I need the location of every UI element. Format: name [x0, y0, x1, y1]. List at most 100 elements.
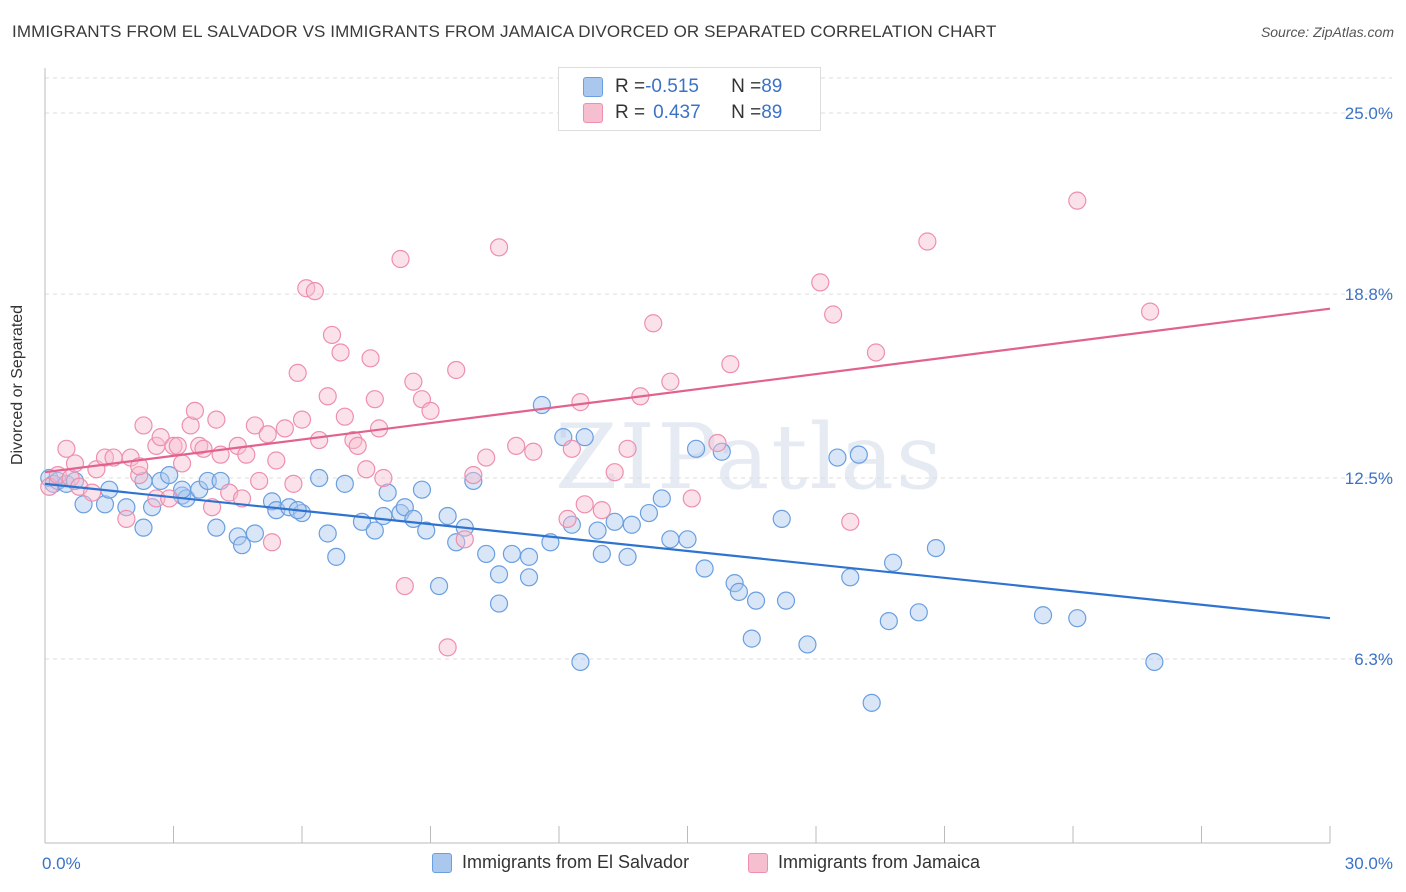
point-el-salvador: [725, 574, 744, 593]
point-el-salvador: [245, 524, 264, 543]
point-jamaica: [455, 530, 474, 549]
point-jamaica: [164, 436, 183, 456]
point-jamaica: [335, 407, 354, 426]
point-el-salvador: [588, 521, 607, 540]
point-jamaica: [322, 325, 342, 345]
el-salvador-points: [40, 395, 1164, 712]
point-el-salvador: [678, 530, 697, 549]
x-tick-label: 0.0%: [42, 854, 81, 873]
point-jamaica: [618, 439, 637, 458]
point-jamaica: [811, 273, 830, 292]
trend-lines: [44, 307, 1331, 620]
legend-swatch-blue: [432, 852, 452, 873]
point-jamaica: [318, 387, 337, 406]
point-el-salvador: [489, 565, 509, 584]
legend-item-el-salvador[interactable]: Immigrants from El Salvador: [432, 852, 689, 873]
point-jamaica: [918, 232, 937, 251]
point-jamaica: [721, 355, 740, 374]
point-el-salvador: [429, 576, 449, 596]
point-el-salvador: [742, 629, 761, 648]
watermark: ZIPatlas: [555, 405, 945, 510]
chart-title: IMMIGRANTS FROM EL SALVADOR VS IMMIGRANT…: [12, 22, 997, 41]
y-tick-label: 18.8%: [1345, 285, 1393, 304]
point-el-salvador: [592, 544, 611, 564]
point-jamaica: [447, 360, 466, 380]
point-el-salvador: [374, 506, 393, 526]
point-el-salvador: [335, 474, 354, 493]
point-el-salvador: [412, 480, 432, 499]
legend-n-value: 89: [761, 76, 783, 97]
legend-item-jamaica[interactable]: Immigrants from Jamaica: [748, 852, 980, 873]
legend-r-value: 0.437: [653, 102, 701, 123]
axes: [44, 68, 1331, 844]
point-el-salvador: [160, 465, 179, 485]
point-jamaica: [592, 501, 611, 520]
point-jamaica: [237, 445, 256, 464]
point-el-salvador: [622, 515, 641, 534]
point-jamaica: [391, 249, 410, 269]
point-el-salvador: [575, 428, 594, 447]
point-jamaica: [348, 436, 367, 456]
legend-label-el-salvador: Immigrants from El Salvador: [462, 852, 690, 872]
point-jamaica: [365, 390, 384, 409]
point-jamaica: [275, 419, 294, 438]
point-el-salvador: [198, 471, 217, 491]
point-jamaica: [824, 305, 843, 324]
point-jamaica: [258, 425, 277, 444]
point-jamaica: [571, 393, 590, 412]
legend-n-value: 89: [761, 102, 783, 123]
point-jamaica: [1068, 191, 1087, 210]
point-el-salvador: [571, 652, 590, 672]
point-el-salvador: [879, 611, 898, 631]
point-jamaica: [207, 410, 226, 429]
source-label: Source: ZipAtlas.com: [1260, 24, 1394, 40]
legend-row-el-salvador: R = -0.515 N = 89: [583, 75, 782, 99]
point-el-salvador: [909, 603, 928, 622]
point-el-salvador: [798, 635, 817, 654]
point-jamaica: [489, 238, 509, 257]
point-el-salvador: [652, 489, 671, 508]
point-jamaica: [644, 314, 663, 333]
correlation-legend: R = -0.515 N = 89 R = 0.437 N = 89: [558, 67, 821, 131]
point-jamaica: [292, 410, 312, 429]
point-el-salvador: [489, 594, 509, 613]
point-jamaica: [168, 436, 187, 456]
y-tick-label: 6.3%: [1354, 650, 1393, 669]
point-el-salvador: [519, 568, 539, 587]
point-jamaica: [507, 436, 526, 456]
point-el-salvador: [207, 518, 226, 537]
point-el-salvador: [729, 582, 749, 601]
legend-swatch-pink: [583, 103, 603, 123]
point-el-salvador: [772, 509, 791, 528]
point-el-salvador: [365, 521, 384, 540]
point-el-salvador: [841, 568, 860, 587]
point-el-salvador: [232, 536, 252, 555]
point-jamaica: [117, 509, 136, 528]
point-el-salvador: [95, 495, 115, 514]
point-jamaica: [181, 416, 200, 435]
y-axis-title: Divorced or Separated: [9, 304, 26, 465]
point-el-salvador: [262, 492, 282, 511]
point-el-salvador: [438, 506, 457, 526]
point-el-salvador: [712, 442, 731, 461]
point-jamaica: [361, 349, 380, 368]
point-el-salvador: [883, 553, 903, 572]
point-el-salvador: [477, 544, 496, 564]
point-jamaica: [284, 474, 303, 493]
legend-r-label: R =: [615, 76, 646, 97]
trend-line-jamaica: [44, 307, 1331, 474]
point-el-salvador: [686, 439, 706, 458]
point-el-salvador: [417, 521, 436, 540]
point-jamaica: [232, 489, 252, 508]
tick-labels: 25.0% 18.8% 12.5% 6.3% 0.0% 30.0%: [42, 104, 1393, 873]
point-jamaica: [267, 451, 286, 470]
point-el-salvador: [464, 471, 483, 491]
point-jamaica: [575, 495, 594, 514]
legend-label-jamaica: Immigrants from Jamaica: [778, 852, 981, 872]
point-el-salvador: [618, 547, 637, 566]
point-jamaica: [464, 465, 483, 485]
point-el-salvador: [828, 448, 847, 467]
legend-swatch-blue: [583, 77, 603, 97]
point-el-salvador: [862, 693, 881, 712]
point-jamaica: [310, 430, 329, 450]
